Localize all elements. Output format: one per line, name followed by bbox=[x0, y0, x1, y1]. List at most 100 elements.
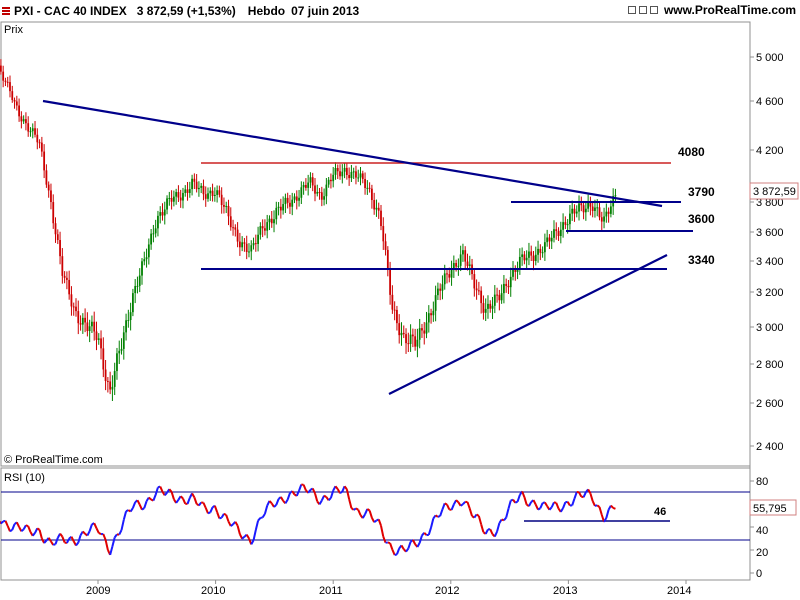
rsi-segment bbox=[129, 507, 134, 513]
candle-body bbox=[493, 294, 496, 306]
candle bbox=[65, 271, 68, 290]
candle-body bbox=[582, 205, 585, 213]
candle bbox=[491, 296, 494, 319]
candle bbox=[450, 260, 453, 286]
rsi-segment bbox=[230, 523, 234, 527]
rsi-segment bbox=[498, 518, 503, 524]
candle bbox=[375, 199, 378, 217]
rsi-segment bbox=[329, 490, 335, 499]
candle-body bbox=[159, 212, 162, 216]
rsi-segment bbox=[460, 503, 464, 507]
candle-body bbox=[421, 328, 423, 331]
candle bbox=[396, 305, 398, 331]
candle bbox=[275, 201, 278, 225]
candle-body bbox=[188, 189, 191, 193]
candle-body bbox=[65, 277, 68, 280]
candle bbox=[200, 183, 203, 194]
candle bbox=[421, 323, 423, 338]
candle-body bbox=[127, 320, 130, 322]
rsi-segment bbox=[578, 491, 583, 498]
candle bbox=[557, 227, 560, 241]
rsi-segment bbox=[523, 496, 528, 505]
candle-body bbox=[500, 293, 503, 301]
rsi-segment bbox=[477, 515, 483, 525]
candle-body bbox=[289, 202, 291, 207]
candle bbox=[307, 174, 310, 196]
rsi-tick-label: 0 bbox=[756, 568, 762, 580]
candle bbox=[211, 183, 214, 202]
candle-body bbox=[56, 234, 59, 241]
candle-body bbox=[341, 171, 344, 177]
candle bbox=[302, 181, 305, 195]
candle bbox=[179, 189, 182, 208]
candle-body bbox=[4, 80, 7, 82]
rsi-segment bbox=[88, 523, 93, 532]
rsi-segment bbox=[196, 503, 200, 507]
rsi-segment bbox=[589, 493, 594, 502]
rsi-segment bbox=[295, 490, 300, 497]
restore-icon[interactable] bbox=[638, 6, 647, 14]
close-icon[interactable] bbox=[649, 6, 658, 14]
rsi-segment bbox=[559, 507, 564, 513]
candle-body bbox=[332, 174, 335, 182]
candle bbox=[182, 187, 184, 209]
candle-body bbox=[559, 229, 562, 236]
candle bbox=[341, 164, 344, 184]
candle-body bbox=[455, 262, 458, 267]
candle bbox=[93, 311, 96, 341]
candle-body bbox=[241, 242, 244, 248]
rsi-segment bbox=[0, 520, 4, 525]
candle bbox=[223, 197, 225, 214]
y-tick-label: 2 400 bbox=[756, 441, 784, 453]
candle-body bbox=[100, 338, 102, 349]
candle bbox=[273, 210, 275, 233]
candle-body bbox=[468, 264, 471, 266]
candle bbox=[402, 325, 405, 339]
candle-body bbox=[223, 205, 225, 207]
candle bbox=[409, 324, 412, 352]
candle-body bbox=[147, 244, 150, 258]
candle bbox=[266, 214, 269, 239]
rsi-segment bbox=[175, 499, 180, 504]
rsi-segment bbox=[202, 502, 207, 509]
candle bbox=[186, 182, 189, 201]
candle bbox=[97, 333, 100, 345]
site-link[interactable]: www.ProRealTime.com bbox=[663, 3, 796, 17]
rsi-segment bbox=[275, 498, 280, 506]
candle-body bbox=[304, 184, 307, 188]
candle-body bbox=[503, 283, 505, 294]
rsi-segment bbox=[377, 519, 382, 526]
candle-body bbox=[286, 197, 289, 203]
candle bbox=[366, 180, 369, 195]
candle-body bbox=[370, 188, 373, 201]
candle-body bbox=[36, 134, 39, 143]
rsi-segment bbox=[505, 508, 510, 518]
minimize-icon[interactable] bbox=[627, 6, 636, 14]
candle-body bbox=[250, 245, 253, 252]
rsi-segment bbox=[573, 491, 578, 499]
candle-body bbox=[414, 336, 417, 347]
candle bbox=[400, 322, 403, 346]
rsi-segment bbox=[311, 488, 316, 494]
candle-body bbox=[157, 215, 159, 229]
candle bbox=[614, 188, 617, 203]
candle-body bbox=[84, 317, 87, 323]
candle bbox=[188, 181, 191, 198]
candle-body bbox=[168, 198, 171, 200]
rsi-segment bbox=[104, 539, 109, 551]
candle bbox=[432, 301, 435, 322]
candle-body bbox=[116, 353, 118, 372]
window-controls[interactable] bbox=[627, 6, 658, 14]
candle bbox=[509, 267, 512, 297]
candle bbox=[575, 205, 578, 218]
menu-icon[interactable] bbox=[2, 6, 10, 16]
rsi-segment bbox=[59, 533, 64, 538]
rsi-segment bbox=[111, 537, 116, 547]
candle bbox=[382, 217, 385, 250]
candle-body bbox=[275, 207, 278, 220]
x-tick-label: 2013 bbox=[553, 585, 577, 597]
candle bbox=[361, 170, 364, 184]
candle-body bbox=[389, 268, 392, 295]
rsi-segment bbox=[489, 528, 494, 535]
rsi-segment bbox=[512, 499, 517, 504]
